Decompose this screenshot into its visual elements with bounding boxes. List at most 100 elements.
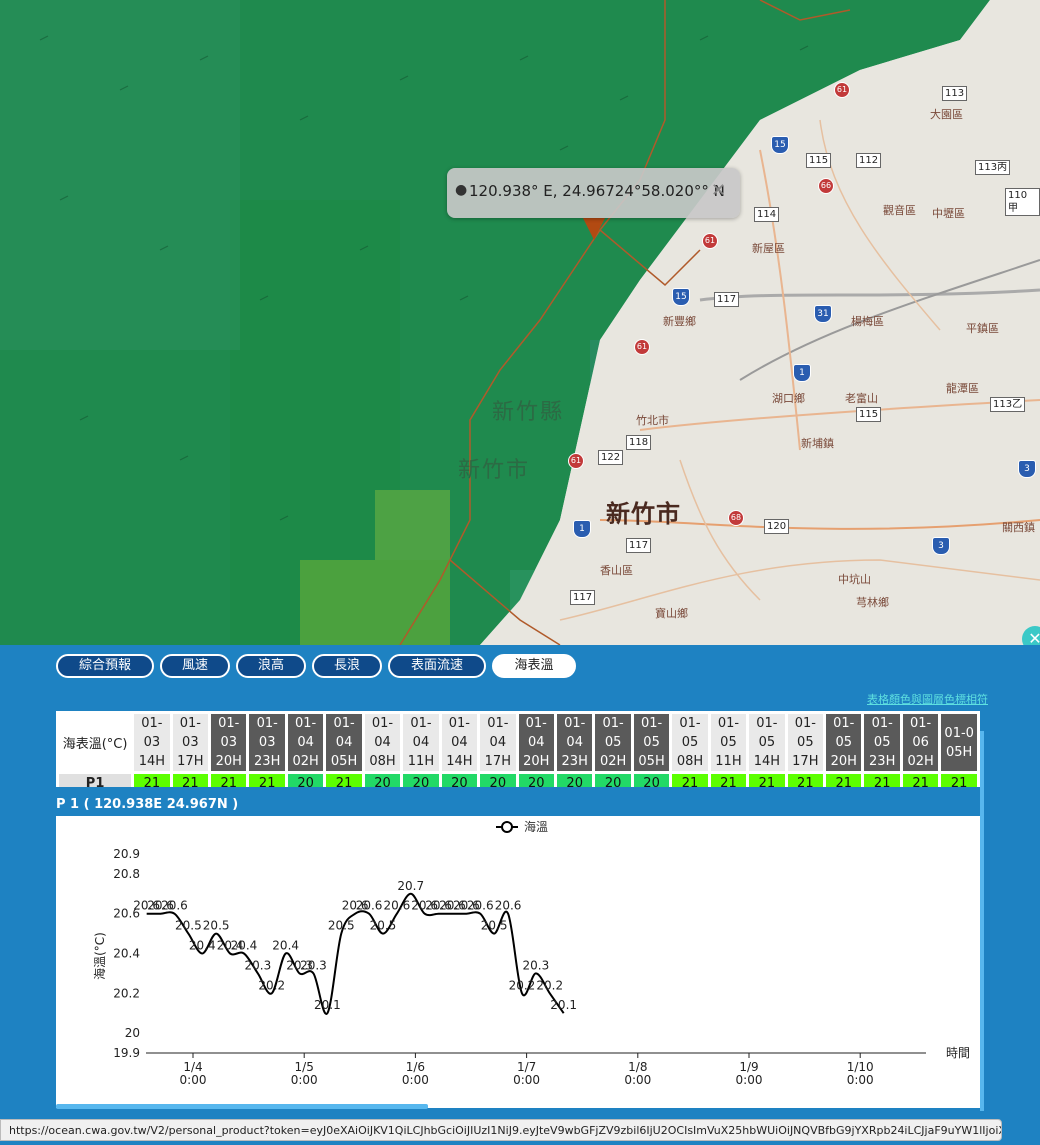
city-label-hsinchu: 新竹市 [606, 500, 681, 528]
column-hour: 05H [330, 754, 358, 769]
expressway-shield: 1 [793, 364, 811, 382]
map-pin-icon: ● [455, 182, 468, 198]
column-date: 01-05 [833, 716, 855, 750]
route-shield: 120 [764, 519, 790, 534]
y-tick-label: 19.9 [113, 1046, 140, 1060]
column-date: 01-05 [794, 716, 816, 750]
tab-wind-speed[interactable]: 風速 [160, 654, 230, 678]
column-date: 01-05 [871, 716, 893, 750]
column-date: 01-03 [256, 716, 278, 750]
x-tick-time: 0:00 [624, 1073, 651, 1087]
time-column-header: 01-05 05H [633, 714, 670, 771]
time-column-header: 01-05 17H [787, 714, 824, 771]
temperature-cell: 21 [172, 774, 209, 787]
data-label: 20.7 [397, 879, 424, 893]
column-hour: 14H [446, 754, 473, 769]
data-label: 20.2 [536, 978, 563, 992]
temperature-cell: 21 [211, 774, 247, 787]
forecast-panel: 綜合預報 風速 浪高 長浪 表面流速 海表溫 表格顏色與圖層色標相符 海表溫(°… [4, 645, 1040, 1115]
data-label: 20.6 [467, 899, 494, 913]
city-label-sea: 新竹市 [458, 458, 531, 483]
temperature-cell: 21 [941, 774, 977, 787]
temperature-cell: 20 [518, 774, 554, 787]
column-date: 01-04 [371, 716, 394, 750]
time-column-header: 01-05 08H [672, 714, 708, 771]
time-column-header: 01-04 20H [518, 714, 554, 771]
temperature-cell: 20 [480, 774, 516, 787]
time-column-header: 01-05 14H [749, 714, 785, 771]
status-bar-url: https://ocean.cwa.gov.tw/V2/personal_pro… [0, 1119, 1002, 1141]
popup-coordinates: 120.938° E, 24.96724°58.020°° N [469, 182, 725, 200]
series-line-sst [146, 892, 565, 1015]
tab-wave-height[interactable]: 浪高 [236, 654, 306, 678]
provincial-shield: 61 [834, 82, 850, 98]
data-label: 20.3 [300, 958, 327, 972]
route-shield: 113丙 [975, 160, 1011, 175]
location-marker-icon[interactable] [583, 218, 605, 240]
place-label: 湖口鄉 [772, 392, 805, 405]
column-hour: 11H [407, 754, 435, 769]
vertical-scrollbar[interactable] [980, 731, 984, 1111]
data-label: 20.1 [550, 998, 577, 1012]
data-label: 20.3 [245, 958, 272, 972]
column-date: 01-05 [717, 716, 740, 750]
x-tick-time: 0:00 [513, 1073, 540, 1087]
y-tick-label: 20.4 [113, 947, 140, 961]
map-view[interactable]: 大園區 觀音區 中壢區 新屋區 新豐鄉 楊梅區 平鎮區 老富山 湖口鄉 龍潭區 竹北市 新埔鎮 香山區中… [0, 0, 1040, 645]
x-tick-label: 1/9 [739, 1060, 758, 1074]
column-hour: 08H [676, 754, 704, 769]
tab-surface-current[interactable]: 表面流速 [388, 654, 486, 678]
provincial-shield: 61 [634, 339, 650, 355]
temperature-cell: 21 [826, 774, 862, 787]
column-date: 01-05 [679, 716, 701, 750]
table-header-row: 海表溫(°C) 01-03 14H 01-03 17H 01-03 20H 01-03 23H… [59, 714, 977, 771]
row-label: P1 [59, 774, 132, 787]
data-label: 20.1 [314, 998, 341, 1012]
county-label: 新竹縣 [492, 400, 565, 425]
place-label: 關西鎮 [1002, 521, 1035, 534]
horizontal-scrollbar[interactable] [56, 1104, 428, 1109]
temperature-cell: 20 [556, 774, 593, 787]
data-label: 20.5 [370, 919, 397, 933]
expressway-shield: 15 [672, 288, 690, 306]
tab-sea-surface-temp[interactable]: 海表溫 [492, 654, 576, 678]
column-date: 01-04 [295, 716, 317, 750]
close-icon[interactable]: ✕ [710, 180, 726, 201]
y-tick-label: 20.9 [113, 847, 140, 861]
place-label: 龍潭區 [946, 382, 979, 395]
time-column-header: 01-03 14H [134, 714, 170, 771]
temperature-cell: 21 [249, 774, 285, 787]
temperature-cell: 21 [326, 774, 362, 787]
provincial-shield: 61 [568, 453, 584, 469]
expressway-shield: 1 [573, 520, 591, 538]
temperature-cell: 20 [633, 774, 670, 787]
route-shield: 117 [714, 292, 740, 307]
route-shield: 113乙 [990, 397, 1026, 412]
temperature-cell: 21 [710, 774, 747, 787]
column-hour: 23H [561, 754, 588, 769]
data-label: 20.6 [453, 899, 480, 913]
legend-label: 海溫 [524, 819, 548, 834]
chart-title: P 1 ( 120.938E 24.967N ) [56, 797, 239, 812]
time-column-header: 01-05 02H [595, 714, 631, 771]
x-tick-label: 1/5 [295, 1060, 314, 1074]
data-label: 20.6 [161, 899, 188, 913]
route-shield: 110甲 [1005, 188, 1040, 216]
x-tick-time: 0:00 [291, 1073, 318, 1087]
time-column-header: 01-04 08H [364, 714, 401, 771]
column-hour: 02H [907, 754, 934, 769]
route-shield: 113 [942, 86, 968, 101]
data-label: 20.6 [425, 899, 452, 913]
data-label: 20.5 [481, 919, 508, 933]
column-date: 01-05 [602, 716, 624, 750]
column-date: 01-04 [333, 716, 355, 750]
column-date: 01-03 [141, 716, 163, 750]
tab-overview[interactable]: 綜合預報 [56, 654, 154, 678]
data-label: 20.5 [203, 919, 230, 933]
tab-swell[interactable]: 長浪 [312, 654, 382, 678]
bottom-strip [0, 1141, 1040, 1145]
legend-link[interactable]: 表格顏色與圖層色標相符 [867, 693, 988, 706]
route-shield: 115 [856, 407, 882, 422]
column-hour: 14H [138, 754, 166, 769]
x-tick-label: 1/7 [517, 1060, 536, 1074]
